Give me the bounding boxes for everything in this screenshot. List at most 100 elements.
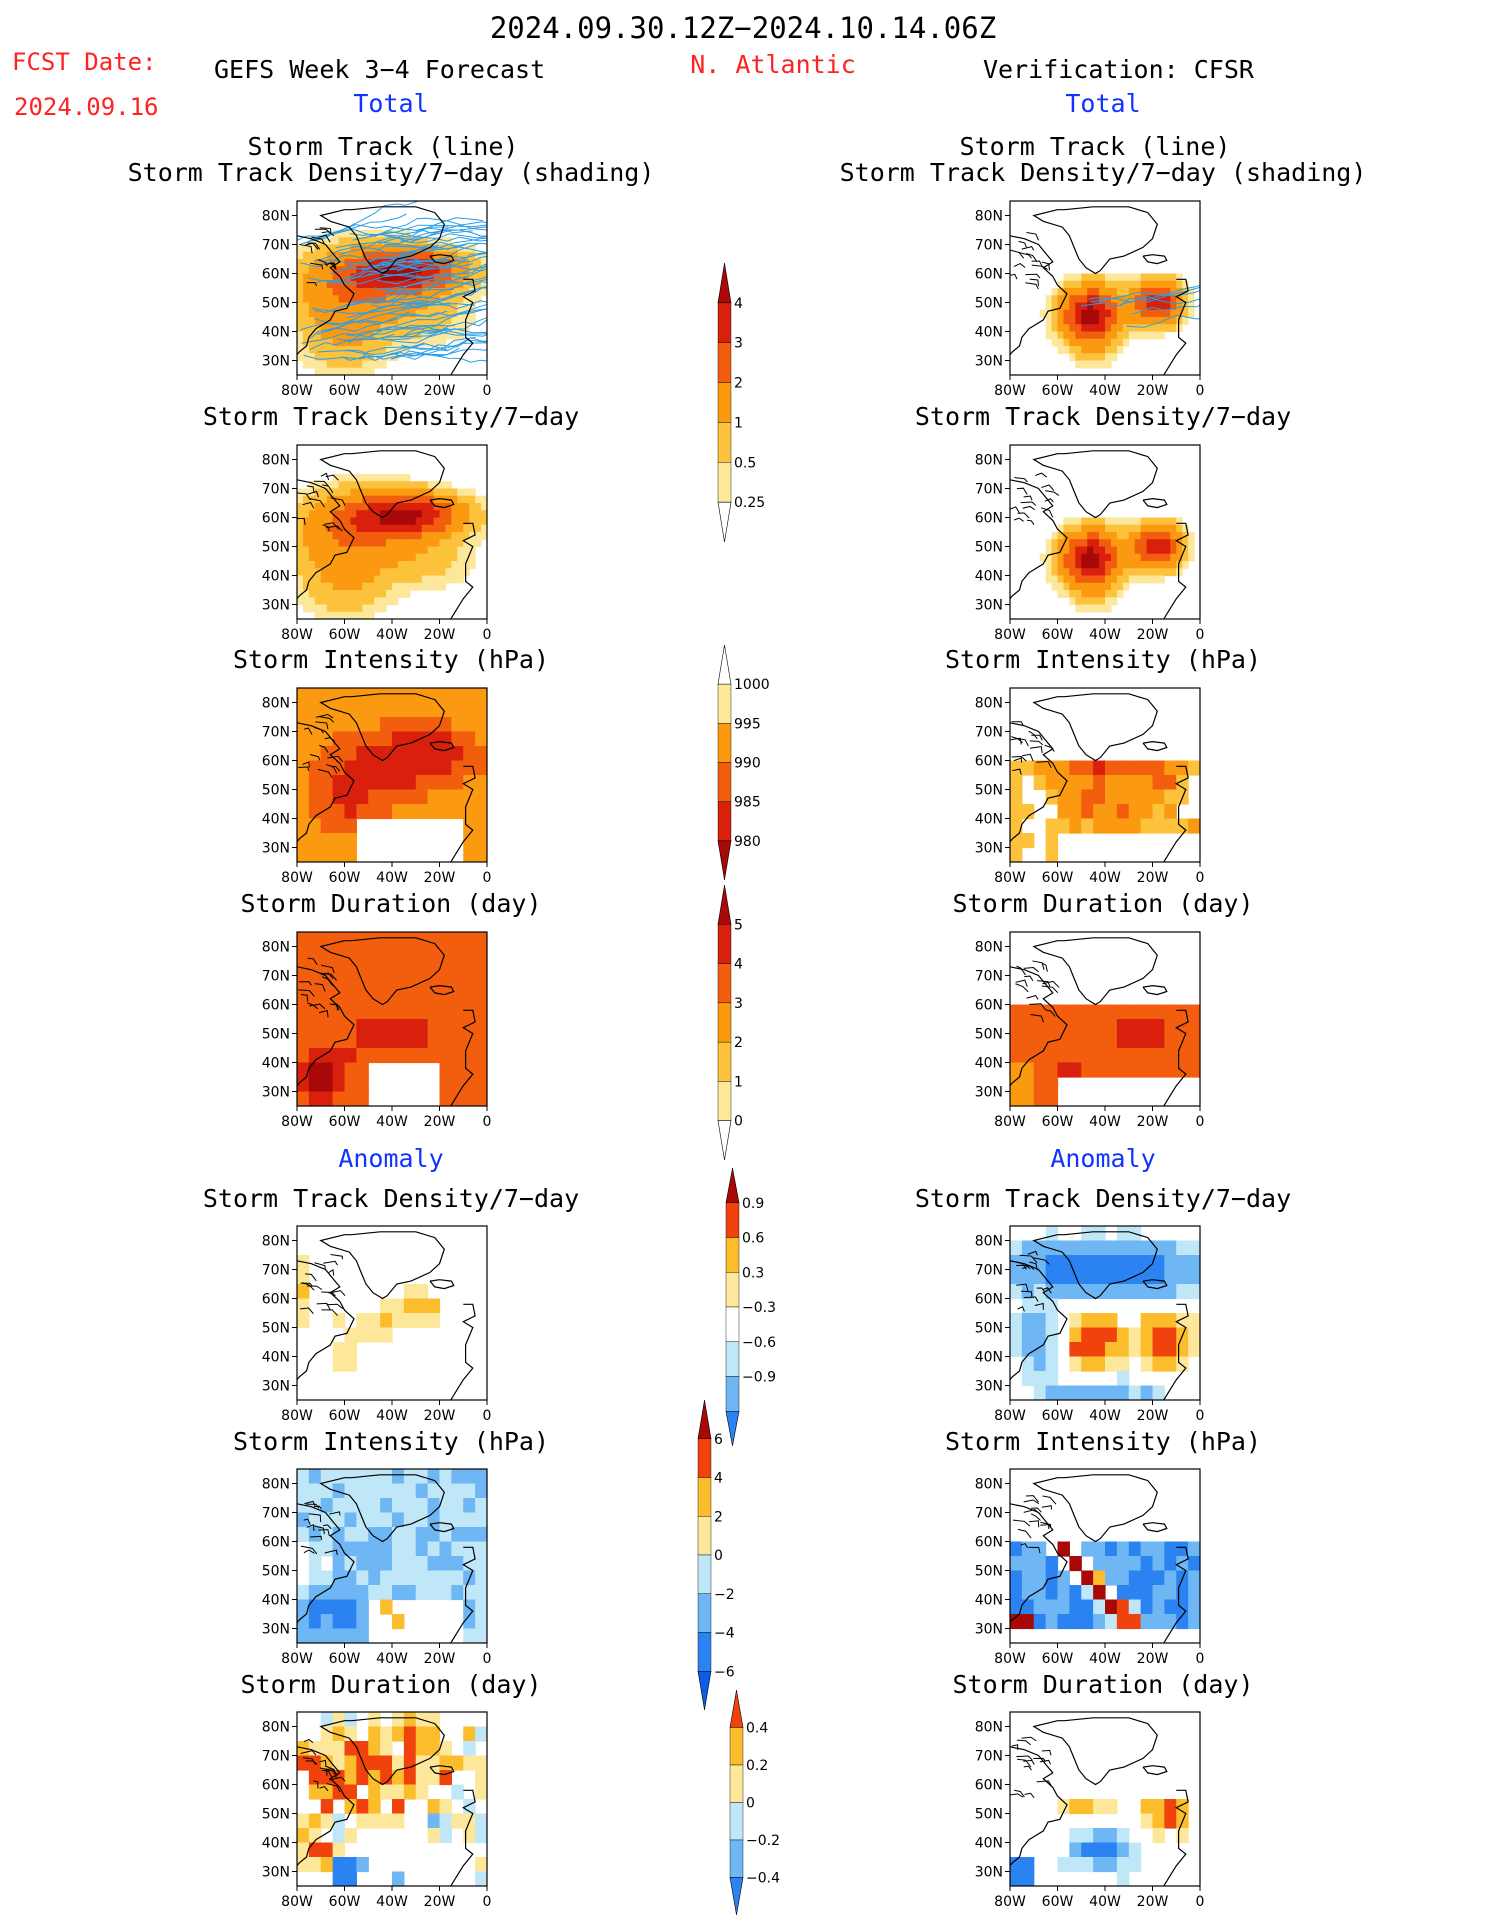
heat-cell xyxy=(457,561,464,569)
heat-cell xyxy=(1128,1048,1142,1064)
heat-cell xyxy=(297,597,304,606)
heat-cell xyxy=(409,503,417,511)
heat-cell xyxy=(297,1062,310,1078)
heat-cell xyxy=(451,760,464,776)
coastline xyxy=(429,1279,455,1290)
lon-tick-label: 40W xyxy=(376,870,408,886)
heat-cell xyxy=(356,367,363,375)
heat-cell xyxy=(397,546,405,555)
coastline xyxy=(1031,260,1043,268)
heat-cell xyxy=(356,961,369,977)
heat-cell xyxy=(1128,1556,1142,1572)
heat-cell xyxy=(1081,1240,1094,1256)
coastline xyxy=(317,768,333,778)
heat-cell xyxy=(1146,324,1154,333)
heat-cell xyxy=(380,553,387,562)
heat-cell xyxy=(1158,546,1165,555)
heat-cell xyxy=(1081,539,1088,548)
heat-cell xyxy=(409,561,417,569)
heat-cell xyxy=(368,481,375,490)
heat-cell xyxy=(451,561,458,569)
heat-cell xyxy=(403,524,411,533)
heat-cell xyxy=(427,1585,441,1601)
coastline xyxy=(304,1500,316,1507)
heat-cell xyxy=(1164,1799,1177,1815)
heat-cell xyxy=(332,575,340,584)
heat-cell xyxy=(451,259,458,267)
heat-cell xyxy=(356,760,369,776)
heat-cell xyxy=(439,288,447,296)
heat-cell xyxy=(302,331,310,340)
heat-cell xyxy=(380,338,387,347)
lat-tick-label: 50N xyxy=(262,783,290,799)
heat-cell xyxy=(344,611,352,619)
colorbar-cell xyxy=(717,683,732,724)
heat-cell xyxy=(314,590,322,598)
heat-cell xyxy=(1176,1004,1189,1020)
heat-cell xyxy=(380,280,387,289)
heat-cell xyxy=(481,495,487,504)
heat-cell xyxy=(356,1048,369,1064)
heat-cell xyxy=(1081,804,1094,820)
lat-tick-label: 40N xyxy=(975,569,1003,585)
lat-tick-label: 50N xyxy=(262,1807,290,1823)
heat-cell xyxy=(463,847,476,862)
heat-cell xyxy=(320,1755,334,1771)
coastline xyxy=(1010,249,1025,259)
heat-cell xyxy=(344,818,357,834)
coastline xyxy=(1010,1503,1068,1624)
heat-cell xyxy=(1128,575,1136,584)
heat-cell xyxy=(1010,1048,1023,1064)
heat-cell xyxy=(439,702,452,718)
heat-cell xyxy=(1099,597,1106,606)
heat-cell xyxy=(1099,360,1106,369)
colorbar-label: −4 xyxy=(714,1626,735,1642)
heat-cell xyxy=(380,990,393,1006)
heat-cell xyxy=(297,1019,310,1035)
heat-cell xyxy=(338,524,346,533)
heat-cell xyxy=(451,317,458,325)
colorbar-cell xyxy=(725,1237,740,1273)
storm-track-line xyxy=(386,303,487,317)
heat-cell xyxy=(409,539,417,548)
heat-cell xyxy=(1128,331,1136,340)
coastline xyxy=(450,1789,476,1886)
heat-cell xyxy=(1140,1240,1154,1256)
heat-cell xyxy=(427,1019,441,1035)
heat-cell xyxy=(1122,331,1130,340)
heat-cell xyxy=(392,510,399,519)
heat-cell xyxy=(320,295,328,304)
colorbar-label: 4 xyxy=(734,957,743,973)
heat-cell xyxy=(362,488,369,497)
heat-cell xyxy=(350,611,357,619)
heat-cell xyxy=(302,495,310,504)
heat-cell xyxy=(415,561,423,569)
heat-cell xyxy=(374,317,381,325)
heat-cell xyxy=(380,932,393,948)
lat-tick-label: 80N xyxy=(975,453,1003,469)
heat-cell xyxy=(463,324,470,333)
heat-cell xyxy=(415,717,429,733)
lat-tick-label: 80N xyxy=(262,696,290,712)
heat-cell xyxy=(314,295,322,304)
heat-cell xyxy=(439,1755,452,1771)
heat-cell xyxy=(403,1469,417,1485)
heat-cell xyxy=(1164,309,1171,318)
heat-cell xyxy=(297,288,304,296)
heat-cell xyxy=(1170,532,1177,540)
heat-cell xyxy=(320,1857,334,1873)
heat-cell xyxy=(380,760,393,776)
heat-cell xyxy=(1176,317,1183,325)
heat-cell xyxy=(1105,553,1112,562)
heat-cell xyxy=(380,946,393,962)
heat-cell xyxy=(1021,1313,1035,1329)
heat-cell xyxy=(338,331,346,340)
heat-cell xyxy=(1116,1226,1130,1242)
coastline xyxy=(1029,278,1040,286)
coastline xyxy=(326,1783,341,1793)
heat-cell xyxy=(475,1033,487,1049)
heat-cell xyxy=(421,524,429,533)
heat-cell xyxy=(439,1469,452,1485)
